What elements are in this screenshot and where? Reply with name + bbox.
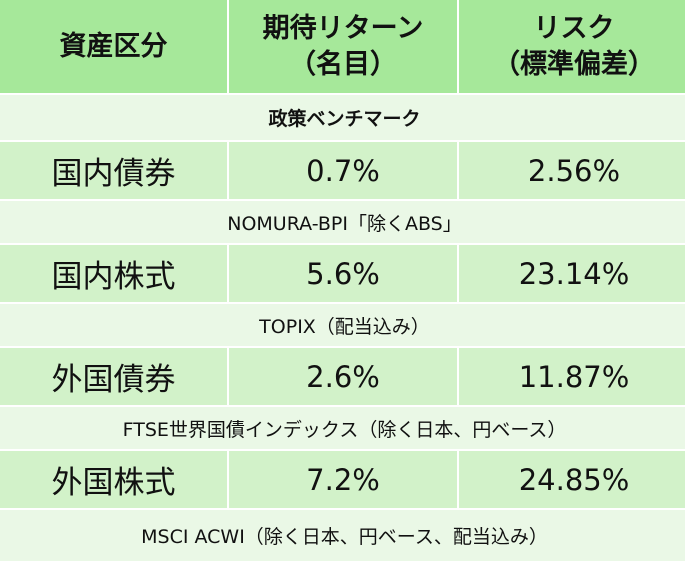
expected-return-value: 7.2%	[229, 451, 457, 508]
asset-name-domestic-bonds: 国内債券	[0, 142, 227, 199]
benchmark-index-name: NOMURA-BPI「除くABS」	[227, 212, 462, 235]
benchmark-index-name: TOPIX（配当込み）	[259, 315, 430, 338]
benchmark-index-row: NOMURA-BPI「除くABS」	[0, 201, 685, 243]
header-asset-class-label: 資産区分	[59, 30, 168, 62]
risk-text: 11.87%	[518, 359, 630, 394]
expected-return-text: 7.2%	[306, 462, 380, 497]
asset-name-foreign-bonds: 外国債券	[0, 348, 227, 405]
benchmark-index-name: MSCI ACWI（除く日本、円ベース、配当込み）	[141, 526, 548, 548]
benchmark-index-row: TOPIX（配当込み）	[0, 304, 685, 346]
expected-return-text: 5.6%	[306, 256, 380, 291]
header-asset-class: 資産区分	[0, 0, 227, 93]
benchmark-index-row: FTSE世界国債インデックス（除く日本、円ベース）	[0, 407, 685, 449]
header-risk-label: リスク	[533, 12, 615, 44]
risk-value: 24.85%	[459, 451, 685, 508]
asset-name-foreign-equities: 外国株式	[0, 451, 227, 508]
benchmark-heading: 政策ベンチマーク	[0, 95, 685, 140]
expected-return-value: 2.6%	[229, 348, 457, 405]
benchmark-heading-label: 政策ベンチマーク	[268, 108, 421, 130]
risk-value: 23.14%	[459, 245, 685, 302]
header-risk-sublabel: （標準偏差）	[493, 48, 655, 80]
asset-name-domestic-equities: 国内株式	[0, 245, 227, 302]
benchmark-index-name: FTSE世界国債インデックス（除く日本、円ベース）	[122, 418, 567, 441]
header-expected-return-label: 期待リターン	[262, 12, 424, 44]
risk-text: 2.56%	[527, 153, 621, 188]
asset-name: 外国株式	[51, 465, 176, 501]
header-expected-return: 期待リターン （名目）	[229, 0, 457, 93]
asset-name: 外国債券	[51, 362, 176, 398]
header-expected-return-sublabel: （名目）	[289, 48, 397, 80]
asset-name: 国内株式	[51, 259, 176, 295]
risk-value: 11.87%	[459, 348, 685, 405]
risk-value: 2.56%	[459, 142, 685, 199]
benchmark-index-row: MSCI ACWI（除く日本、円ベース、配当込み）	[0, 510, 685, 561]
expected-return-text: 2.6%	[306, 359, 380, 394]
asset-name: 国内債券	[51, 156, 176, 192]
risk-text: 23.14%	[518, 256, 630, 291]
expected-return-text: 0.7%	[306, 153, 380, 188]
header-risk: リスク （標準偏差）	[459, 0, 685, 93]
risk-text: 24.85%	[518, 462, 630, 497]
expected-return-value: 0.7%	[229, 142, 457, 199]
expected-return-value: 5.6%	[229, 245, 457, 302]
